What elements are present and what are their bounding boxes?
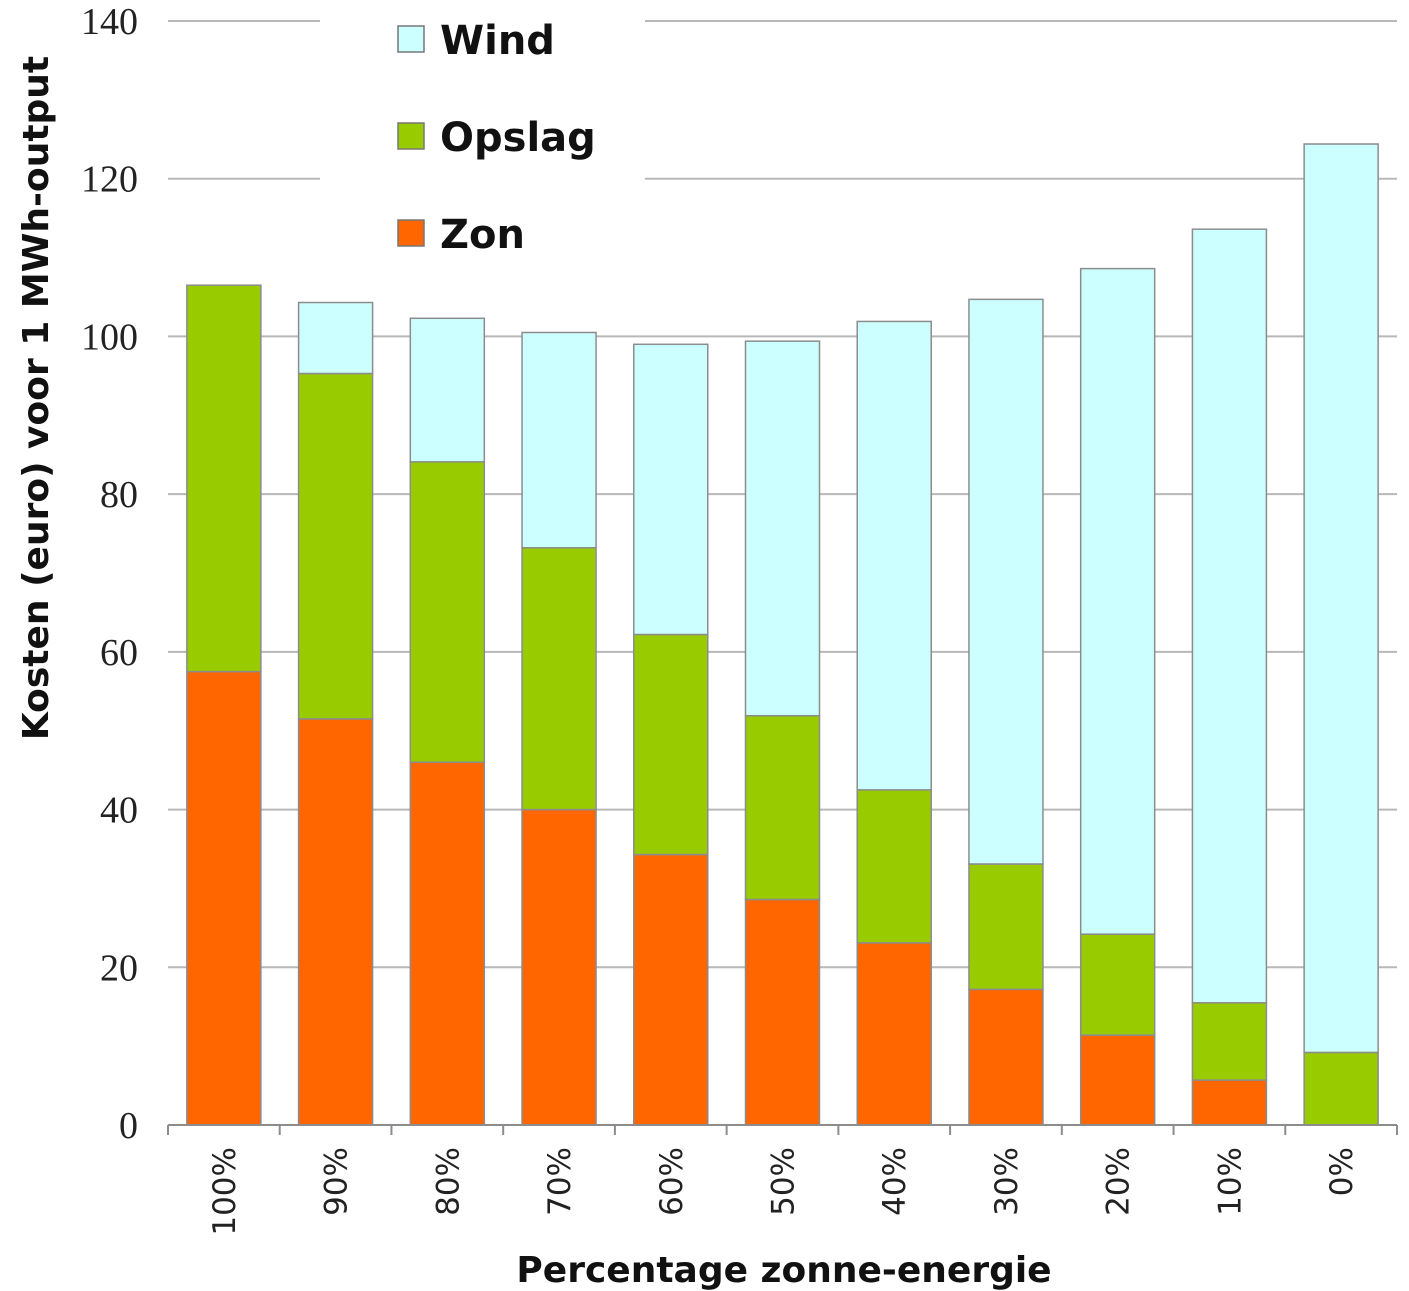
bar-segment-wind bbox=[1079, 267, 1156, 935]
y-tick-label: 0 bbox=[119, 1105, 138, 1147]
legend-swatch-zon bbox=[397, 219, 425, 247]
bar-segment-opslag bbox=[856, 789, 932, 944]
bar-segment-opslag bbox=[297, 372, 374, 720]
y-tick-label: 40 bbox=[100, 790, 138, 832]
x-tick-label: 20% bbox=[1101, 1147, 1137, 1216]
bar-segment-wind bbox=[968, 298, 1044, 865]
legend-label-wind: Wind bbox=[440, 18, 555, 64]
y-tick-label: 120 bbox=[81, 159, 138, 201]
legend-box bbox=[320, 4, 645, 260]
bar-segment-zon bbox=[1079, 1034, 1156, 1126]
y-tick-label: 60 bbox=[100, 632, 138, 674]
legend-label-opslag: Opslag bbox=[440, 115, 596, 161]
legend-swatch-wind bbox=[397, 25, 425, 53]
y-tick-label: 20 bbox=[100, 947, 138, 989]
bar-segment-zon bbox=[186, 670, 262, 1126]
x-tick-label: 100% bbox=[207, 1147, 243, 1236]
legend-swatch-opslag bbox=[397, 122, 425, 150]
bar-segment-zon bbox=[1191, 1079, 1268, 1126]
bar-segment-wind bbox=[856, 320, 932, 791]
bar-segment-opslag bbox=[1191, 1002, 1268, 1081]
bar-segment-wind bbox=[1191, 228, 1268, 1004]
bar-segment-opslag bbox=[521, 547, 597, 811]
bar-segment-zon bbox=[968, 988, 1044, 1126]
x-tick-label: 60% bbox=[654, 1147, 690, 1216]
x-tick-label: 30% bbox=[989, 1147, 1025, 1216]
bar-segment-opslag bbox=[409, 461, 486, 764]
x-tick-label: 90% bbox=[319, 1147, 355, 1216]
bar-segment-opslag bbox=[744, 714, 821, 901]
x-tick-label: 70% bbox=[542, 1147, 578, 1216]
legend-label-zon: Zon bbox=[440, 212, 525, 258]
bar-segment-wind bbox=[521, 331, 597, 549]
y-tick-label: 80 bbox=[100, 474, 138, 516]
x-tick-label: 50% bbox=[766, 1147, 802, 1216]
x-axis-title: Percentage zonne-energie bbox=[516, 1250, 1051, 1291]
bar-segment-wind bbox=[744, 340, 821, 717]
y-tick-label: 140 bbox=[81, 1, 138, 43]
x-tick-label: 80% bbox=[430, 1147, 466, 1216]
legend: Wind Opslag Zon bbox=[320, 4, 645, 260]
bar-segment-opslag bbox=[1079, 933, 1156, 1036]
bar-segment-opslag bbox=[633, 633, 709, 856]
bars bbox=[186, 143, 1379, 1126]
bar-segment-zon bbox=[521, 808, 597, 1126]
bar-segment-opslag bbox=[186, 284, 262, 673]
axes: 0 20 40 60 80 100 120 140 100% 90% 80% 70% 60% 50% 40%… bbox=[81, 1, 1398, 1236]
bar-segment-wind bbox=[1303, 143, 1379, 1054]
bar-segment-wind bbox=[297, 301, 374, 375]
bar-segment-zon bbox=[409, 761, 486, 1126]
bar-segment-zon bbox=[297, 718, 374, 1126]
x-tick-label: 0% bbox=[1324, 1147, 1360, 1196]
bar-segment-opslag bbox=[968, 863, 1044, 991]
bar-segment-zon bbox=[856, 942, 932, 1126]
bar-segment-zon bbox=[744, 898, 821, 1126]
bar-segment-zon bbox=[633, 853, 709, 1126]
y-axis-title: Kosten (euro) voor 1 MWh-output bbox=[16, 56, 57, 740]
x-tick-label: 40% bbox=[877, 1147, 913, 1216]
bar-segment-wind bbox=[409, 317, 486, 463]
bar-segment-wind bbox=[633, 343, 709, 636]
bar-segment-opslag bbox=[1303, 1051, 1379, 1126]
y-tick-label: 100 bbox=[81, 316, 138, 358]
x-tick-label: 10% bbox=[1212, 1147, 1248, 1216]
